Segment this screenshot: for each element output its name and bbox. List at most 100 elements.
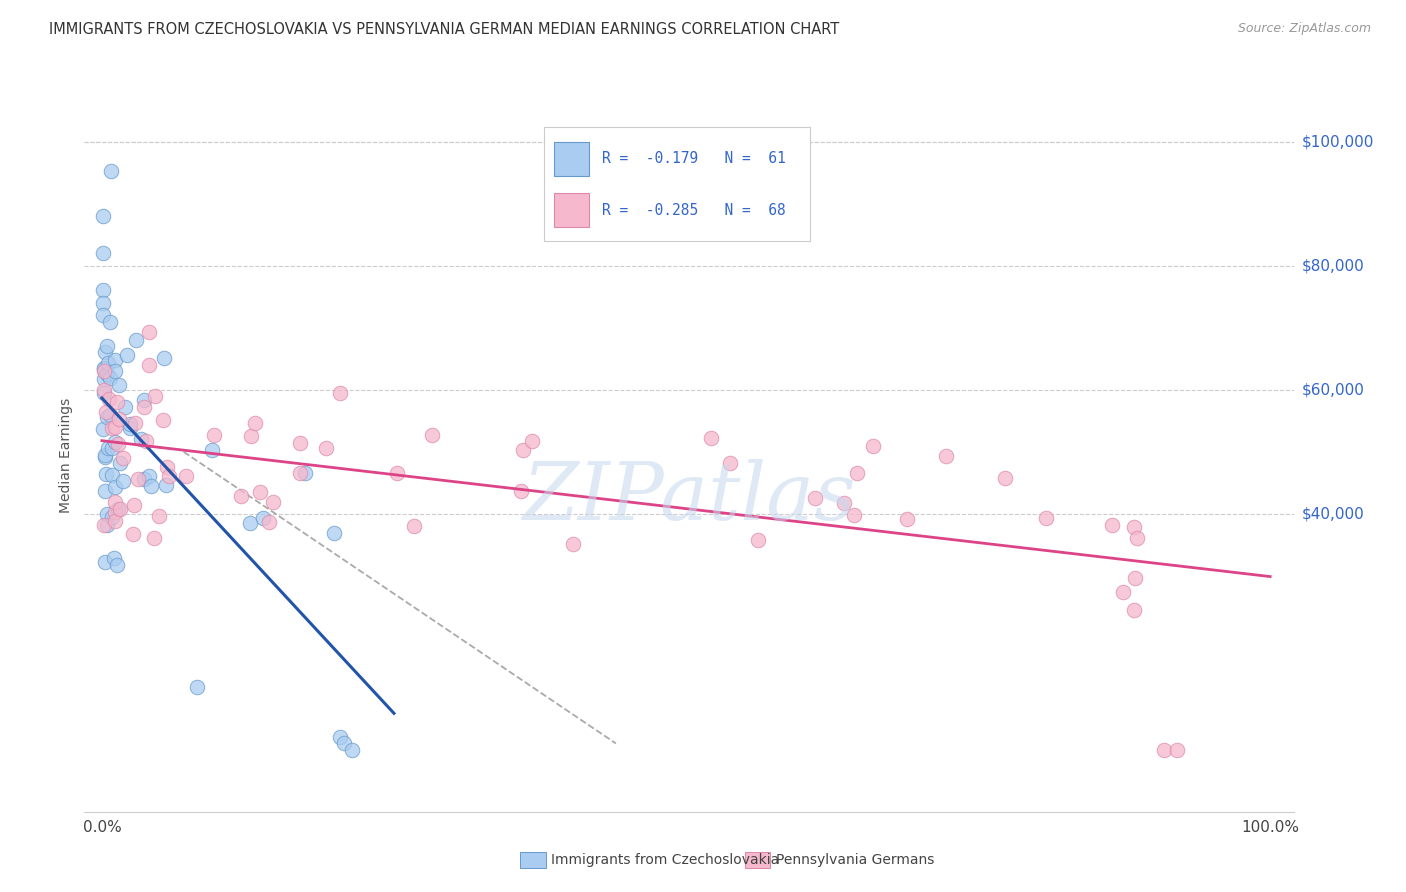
Point [103, 551, 125, 566]
Point [107, 437, 129, 451]
Point [110, 456, 132, 470]
Point [404, 519, 426, 533]
Point [1101, 518, 1123, 533]
Point [105, 558, 128, 573]
Point [112, 451, 135, 466]
Point [122, 498, 145, 512]
Point [340, 742, 363, 756]
Point [91, 308, 114, 322]
Point [101, 510, 124, 524]
Point [138, 358, 160, 372]
Text: Immigrants from Czechoslovakia: Immigrants from Czechoslovakia [551, 853, 779, 867]
Point [288, 435, 311, 450]
Point [138, 325, 160, 339]
Point [96, 339, 118, 353]
Point [322, 525, 344, 540]
Point [186, 680, 208, 694]
Text: $60,000: $60,000 [1302, 383, 1365, 397]
Point [96, 507, 118, 521]
Point [862, 439, 884, 453]
Point [124, 334, 146, 348]
Point [1166, 742, 1188, 756]
Point [107, 411, 129, 425]
Point [93, 383, 115, 397]
Point [143, 389, 166, 403]
Point [103, 506, 125, 520]
Point [1153, 742, 1175, 756]
Point [333, 736, 356, 750]
Point [252, 511, 274, 525]
Point [157, 468, 180, 483]
Point [114, 400, 136, 414]
Point [108, 501, 131, 516]
Point [239, 516, 262, 530]
Text: ZIPatlas: ZIPatlas [522, 459, 856, 536]
Point [132, 400, 155, 414]
Point [96, 517, 118, 532]
Point [257, 515, 280, 529]
Point [108, 378, 131, 392]
Text: $40,000: $40,000 [1302, 507, 1365, 521]
Point [104, 514, 127, 528]
Point [520, 434, 543, 448]
Point [562, 537, 585, 551]
Point [139, 479, 162, 493]
Point [104, 435, 127, 450]
Point [294, 466, 316, 480]
Point [97, 356, 120, 370]
Point [156, 459, 179, 474]
Point [132, 472, 155, 486]
Point [315, 442, 337, 456]
Point [104, 420, 127, 434]
Point [138, 469, 160, 483]
Point [91, 246, 114, 260]
Point [329, 386, 352, 401]
Point [98, 371, 121, 385]
Point [100, 163, 122, 178]
Point [832, 496, 855, 510]
Point [143, 531, 166, 545]
Point [846, 466, 869, 480]
Point [115, 348, 138, 362]
Point [747, 533, 769, 547]
Text: Source: ZipAtlas.com: Source: ZipAtlas.com [1237, 22, 1371, 36]
Point [98, 315, 121, 329]
Point [94, 344, 117, 359]
Point [107, 501, 129, 516]
Point [93, 555, 115, 569]
Point [91, 422, 114, 436]
Point [510, 483, 533, 498]
Point [896, 512, 918, 526]
Text: IMMIGRANTS FROM CZECHOSLOVAKIA VS PENNSYLVANIA GERMAN MEDIAN EARNINGS CORRELATIO: IMMIGRANTS FROM CZECHOSLOVAKIA VS PENNSY… [49, 22, 839, 37]
Point [122, 527, 145, 541]
Point [842, 508, 865, 522]
Point [420, 427, 443, 442]
Point [129, 432, 152, 446]
Point [249, 485, 271, 500]
Point [1112, 585, 1135, 599]
Point [152, 413, 174, 427]
Point [201, 442, 224, 457]
Point [112, 475, 135, 489]
Point [91, 284, 114, 298]
Point [98, 392, 121, 406]
Point [97, 441, 120, 455]
Point [104, 352, 127, 367]
Point [100, 408, 122, 422]
Point [120, 417, 142, 431]
Point [229, 489, 252, 503]
Point [93, 386, 115, 401]
Point [104, 480, 127, 494]
Point [93, 483, 115, 498]
Point [262, 494, 284, 508]
Point [104, 495, 127, 509]
Point [96, 367, 118, 381]
Point [512, 442, 534, 457]
Point [994, 470, 1017, 484]
Y-axis label: Median Earnings: Median Earnings [59, 397, 73, 513]
Point [935, 450, 957, 464]
Point [718, 456, 741, 470]
Point [120, 421, 142, 435]
Point [148, 508, 170, 523]
Point [387, 466, 409, 480]
